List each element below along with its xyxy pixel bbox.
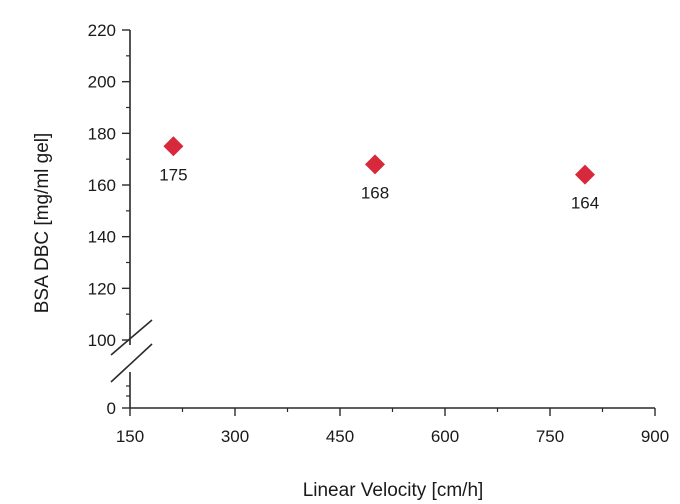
axis-break-slash: [110, 343, 153, 383]
y-tick-label: 0: [107, 399, 116, 418]
x-tick-label: 750: [536, 427, 564, 446]
y-tick-label: 220: [88, 21, 116, 40]
axis-break-slash: [110, 319, 153, 356]
data-label: 164: [571, 194, 599, 213]
y-axis-title: BSA DBC [mg/ml gel]: [32, 133, 53, 314]
y-tick-label: 120: [88, 279, 116, 298]
x-tick-label: 150: [116, 427, 144, 446]
y-tick-label: 140: [88, 228, 116, 247]
y-tick-label: 200: [88, 73, 116, 92]
y-tick-label: 100: [88, 331, 116, 350]
y-tick-label: 160: [88, 176, 116, 195]
data-label: 175: [159, 165, 187, 184]
data-point-diamond: [365, 154, 385, 175]
data-point-diamond: [163, 136, 184, 157]
data-point-diamond: [575, 164, 595, 185]
x-tick-label: 900: [641, 427, 669, 446]
tick-marks: [122, 29, 656, 416]
x-tick-label: 600: [431, 427, 459, 446]
axes: [129, 30, 655, 409]
data-labels: 175 168 164: [159, 165, 599, 212]
x-axis-title: Linear Velocity [cm/h]: [303, 480, 484, 501]
y-tick-label: 180: [88, 124, 116, 143]
data-label: 168: [361, 183, 389, 202]
x-tick-label: 450: [326, 427, 354, 446]
x-tick-label: 300: [221, 427, 249, 446]
tick-labels: 150 300 450 600 750 900 0 100 120 140 160 180 200 220: [88, 21, 670, 446]
data-points: [163, 136, 595, 185]
axis-break: [110, 319, 153, 383]
